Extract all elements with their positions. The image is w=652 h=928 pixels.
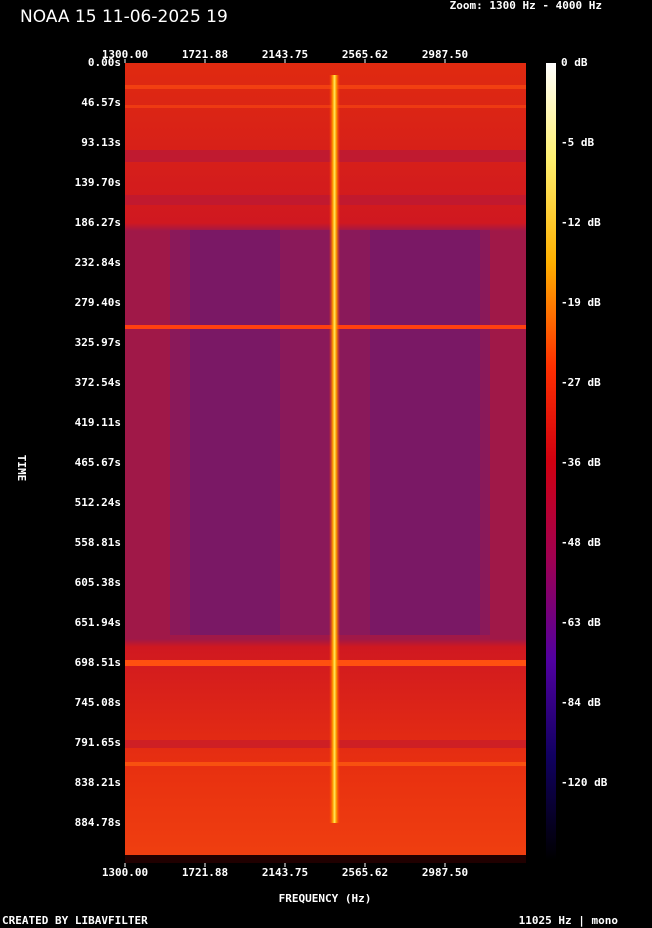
y-tick-label: 698.51s <box>75 656 121 669</box>
spectrogram <box>125 63 526 863</box>
y-tick-label: 46.57s <box>81 96 121 109</box>
colorbar-label: -36 dB <box>561 456 601 469</box>
colorbar-label: -12 dB <box>561 216 601 229</box>
x-tick-label: 2143.75 <box>262 48 308 61</box>
colorbar-label: -5 dB <box>561 136 594 149</box>
x-axis-label: FREQUENCY (Hz) <box>279 892 372 905</box>
colorbar-label: -84 dB <box>561 696 601 709</box>
zoom-label: Zoom: 1300 Hz - 4000 Hz <box>450 0 602 12</box>
colorbar-label: -19 dB <box>561 296 601 309</box>
x-tick-label: 1721.88 <box>182 866 228 879</box>
colorbar-label: -120 dB <box>561 776 608 789</box>
y-tick-label: 139.70s <box>75 176 121 189</box>
y-tick-label: 372.54s <box>75 376 121 389</box>
y-tick-label: 325.97s <box>75 336 121 349</box>
x-tick-label: 2987.50 <box>422 866 468 879</box>
title: NOAA 15 11-06-2025 19 <box>20 7 228 27</box>
y-tick-label: 419.11s <box>75 416 121 429</box>
x-tick-label: 1300.00 <box>102 866 148 879</box>
y-tick-label: 93.13s <box>81 136 121 149</box>
y-tick-label: 512.24s <box>75 496 121 509</box>
y-tick-label: 838.21s <box>75 776 121 789</box>
x-tick-label: 2143.75 <box>262 866 308 879</box>
y-tick-label: 465.67s <box>75 456 121 469</box>
colorbar-label: 0 dB <box>561 56 588 69</box>
y-tick-label: 791.65s <box>75 736 121 749</box>
footer-left: CREATED BY LIBAVFILTER <box>2 914 148 927</box>
y-tick-label: 884.78s <box>75 816 121 829</box>
colorbar <box>546 63 556 860</box>
colorbar-label: -48 dB <box>561 536 601 549</box>
footer-right: 11025 Hz | mono <box>519 914 619 927</box>
y-tick-label: 0.00s <box>88 56 121 69</box>
y-axis-label: TIME <box>15 455 28 482</box>
y-tick-label: 186.27s <box>75 216 121 229</box>
y-tick-label: 232.84s <box>75 256 121 269</box>
y-tick-label: 651.94s <box>75 616 121 629</box>
x-tick-label: 2565.62 <box>342 866 388 879</box>
y-tick-label: 605.38s <box>75 576 121 589</box>
y-tick-label: 558.81s <box>75 536 121 549</box>
x-tick-label: 2987.50 <box>422 48 468 61</box>
colorbar-label: -63 dB <box>561 616 601 629</box>
x-tick-label: 2565.62 <box>342 48 388 61</box>
x-tick-label: 1300.00 <box>102 48 148 61</box>
y-tick-label: 745.08s <box>75 696 121 709</box>
y-tick-label: 279.40s <box>75 296 121 309</box>
x-tick-label: 1721.88 <box>182 48 228 61</box>
colorbar-label: -27 dB <box>561 376 601 389</box>
